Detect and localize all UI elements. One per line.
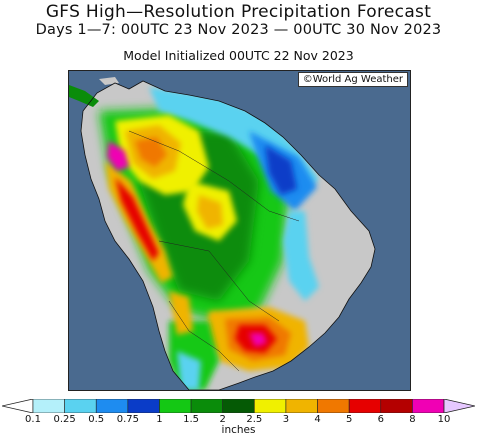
colorbar-cell [222, 399, 255, 413]
precip-magenta-south [249, 333, 267, 347]
model-initialized: Model Initialized 00UTC 22 Nov 2023 [123, 48, 354, 63]
colorbar-cell [32, 399, 65, 413]
map-title: GFS High—Resolution Precipitation Foreca… [45, 2, 432, 22]
colorbar-tick-label: 0.25 [53, 414, 76, 425]
colorbar-cell [127, 399, 160, 413]
country-border [158, 240, 280, 322]
colorbar-units: inches [221, 424, 256, 436]
precip-orange-chaco [169, 291, 193, 335]
precipitation-map-graphic [69, 77, 376, 390]
colorbar-tick-label: 1 [156, 414, 163, 425]
colorbar-tick-label: 0.5 [88, 414, 105, 425]
colorbar-tick-label: 6 [377, 414, 384, 425]
colorbar-cell [254, 399, 287, 413]
colorbar-low-arrow [2, 399, 34, 413]
colorbar-cell [412, 399, 445, 413]
precip-lightblue-south [177, 351, 201, 390]
colorbar-cell [64, 399, 97, 413]
colorbar-cell [95, 399, 129, 413]
country-border [128, 130, 300, 222]
colorbar-tick-label: 0.1 [25, 414, 41, 425]
colorbar-tick-label: 3 [282, 414, 290, 425]
colorbar-tick-label: 2.5 [246, 414, 263, 425]
caribbean-island [99, 77, 119, 85]
colorbar-tick-label: 10 [437, 414, 451, 425]
colorbar-cell [159, 399, 192, 413]
precip-red-andes [115, 177, 159, 261]
forecast-period: Days 1—7: 00UTC 23 Nov 2023 — 00UTC 30 N… [35, 22, 442, 38]
precipitation-map: ©World Ag Weather [68, 70, 411, 391]
colorbar-tick-label: 4 [314, 414, 321, 425]
colorbar-tick-label: 8 [409, 414, 416, 425]
central-america [69, 85, 99, 107]
dry-northeast [301, 211, 369, 293]
colorbar-high-arrow [443, 399, 475, 413]
colorbar-cell [190, 399, 223, 413]
colorbar-cell [285, 399, 318, 413]
colorbar-tick-label: 0.75 [116, 414, 139, 425]
colorbar-tick-label: 1.5 [183, 414, 200, 425]
credit-label: ©World Ag Weather [297, 72, 408, 87]
colorbar-cells [32, 399, 445, 413]
colorbar-tick-label: 5 [345, 414, 353, 425]
colorbar [2, 399, 475, 413]
colorbar-ticks: 0.1 0.25 0.5 0.75 1 1.5 2 2.5 3 4 5 6 8 10 [0, 414, 477, 426]
colorbar-cell [348, 399, 382, 413]
coastline [80, 80, 376, 390]
precip-lightblue-east [283, 211, 319, 301]
colorbar-tick-label: 2 [219, 414, 226, 425]
precip-orange-central [197, 195, 223, 229]
precip-darkorange-nw [135, 137, 167, 167]
precip-darkblue-north [265, 145, 297, 195]
colorbar-cell [380, 399, 413, 413]
precip-magenta-nw [107, 141, 129, 171]
country-border [168, 300, 240, 372]
colorbar-cell [317, 399, 350, 413]
